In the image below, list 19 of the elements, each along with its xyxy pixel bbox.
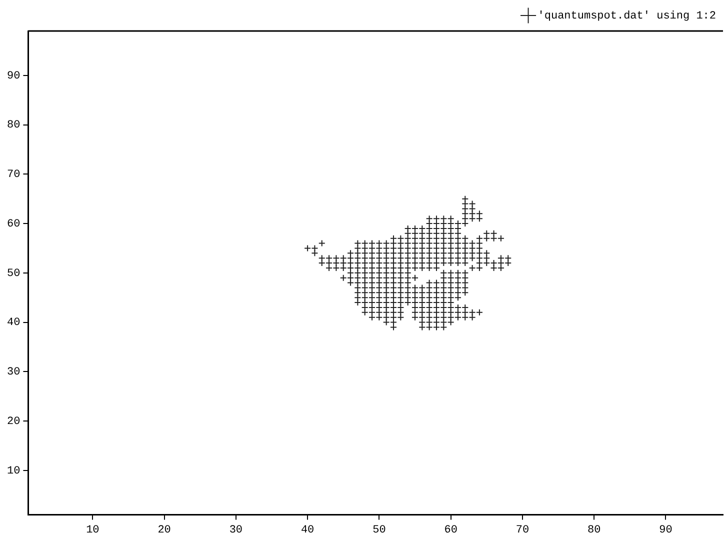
x-tick-label: 70	[516, 524, 530, 536]
x-tick-label: 10	[86, 524, 100, 536]
x-tick-label: 90	[659, 524, 672, 536]
x-tick-label: 50	[372, 524, 386, 536]
y-tick-label: 70	[7, 169, 20, 182]
y-tick-label: 40	[7, 317, 20, 330]
x-tick-label: 80	[587, 524, 601, 536]
y-tick-label: 20	[7, 416, 20, 428]
y-tick-label: 30	[7, 366, 20, 379]
legend-label: 'quantumspot.dat' using 1:2	[538, 10, 716, 22]
y-tick-label: 80	[7, 120, 20, 132]
y-tick-label: 50	[7, 268, 20, 280]
x-tick-label: 30	[229, 524, 243, 536]
y-tick-label: 60	[7, 218, 20, 230]
x-tick-label: 60	[444, 524, 458, 536]
x-tick-label: 20	[158, 524, 171, 536]
y-tick-label: 90	[7, 70, 20, 82]
y-tick-label: 10	[7, 465, 20, 478]
x-tick-label: 40	[300, 524, 314, 536]
